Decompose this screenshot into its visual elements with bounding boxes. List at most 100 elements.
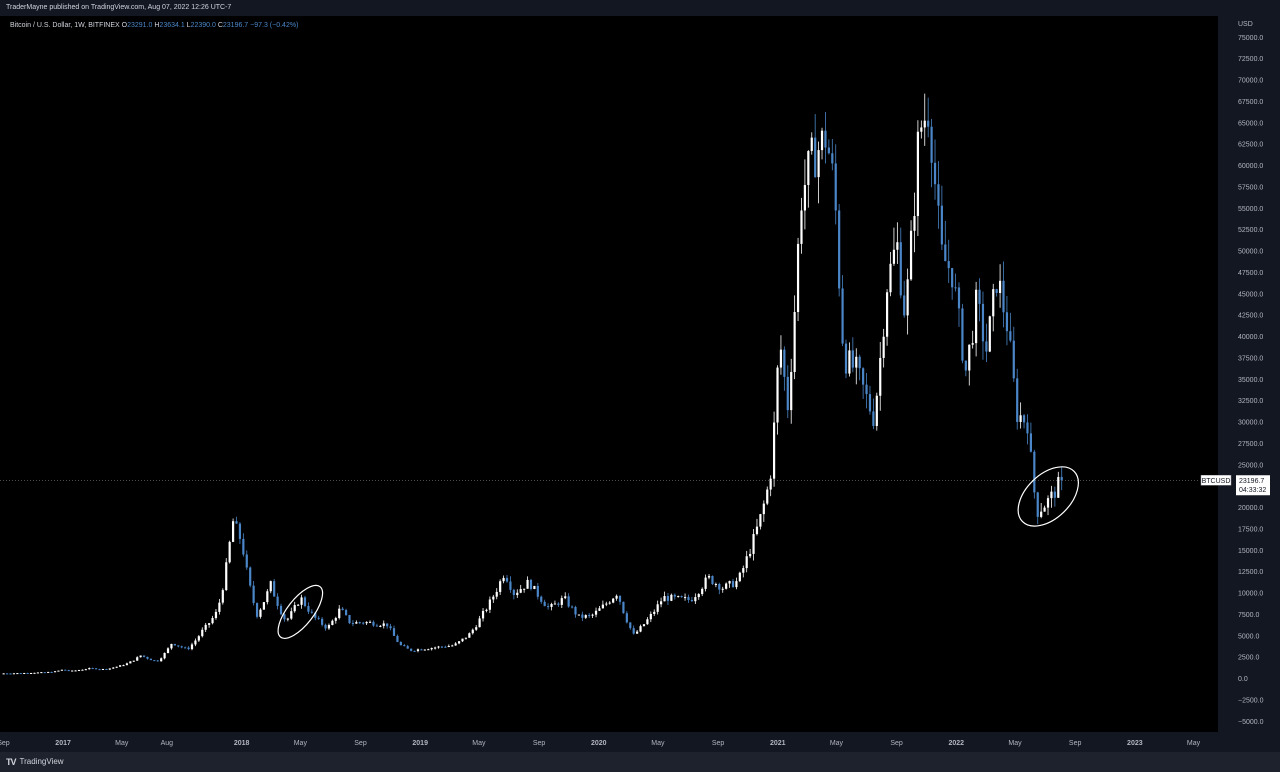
- candle[interactable]: [618, 595, 622, 605]
- candle[interactable]: [725, 582, 728, 590]
- candle[interactable]: [916, 120, 920, 237]
- candle[interactable]: [505, 575, 509, 583]
- candle[interactable]: [961, 303, 964, 364]
- candle[interactable]: [1022, 414, 1026, 429]
- candle[interactable]: [447, 644, 450, 648]
- candle[interactable]: [1005, 295, 1009, 346]
- candle[interactable]: [444, 645, 447, 648]
- candle[interactable]: [714, 582, 717, 588]
- candle[interactable]: [122, 664, 125, 667]
- candle[interactable]: [40, 671, 43, 674]
- candle[interactable]: [485, 608, 488, 613]
- candle[interactable]: [201, 627, 204, 638]
- candle[interactable]: [26, 672, 29, 675]
- candle[interactable]: [492, 594, 495, 603]
- candle[interactable]: [899, 227, 902, 299]
- candle[interactable]: [197, 635, 200, 643]
- candle[interactable]: [1036, 491, 1039, 525]
- candle[interactable]: [375, 623, 378, 627]
- candle[interactable]: [920, 120, 923, 139]
- candle[interactable]: [588, 613, 591, 618]
- candle[interactable]: [420, 648, 423, 651]
- candle[interactable]: [1050, 485, 1053, 508]
- candle[interactable]: [749, 548, 752, 559]
- candle[interactable]: [913, 192, 916, 253]
- candle[interactable]: [814, 114, 817, 178]
- candle[interactable]: [512, 588, 515, 600]
- candle[interactable]: [1053, 486, 1056, 507]
- candle[interactable]: [868, 385, 872, 415]
- candle[interactable]: [180, 645, 183, 649]
- candle[interactable]: [636, 629, 639, 634]
- candle[interactable]: [173, 643, 176, 646]
- candle[interactable]: [91, 667, 94, 670]
- candle[interactable]: [231, 518, 235, 543]
- candle[interactable]: [803, 159, 807, 230]
- candle[interactable]: [820, 127, 824, 160]
- candle[interactable]: [683, 593, 687, 601]
- candle[interactable]: [101, 668, 105, 670]
- candle[interactable]: [290, 607, 293, 620]
- candle[interactable]: [190, 642, 194, 651]
- candle[interactable]: [430, 647, 433, 651]
- candle[interactable]: [786, 365, 789, 419]
- candle[interactable]: [413, 650, 416, 652]
- candle[interactable]: [796, 237, 800, 321]
- candle[interactable]: [896, 222, 899, 264]
- candle[interactable]: [5, 673, 9, 675]
- candle[interactable]: [731, 578, 735, 588]
- candle[interactable]: [855, 348, 858, 385]
- candle[interactable]: [540, 595, 543, 604]
- candle[interactable]: [434, 646, 437, 650]
- candle[interactable]: [892, 227, 896, 266]
- candle[interactable]: [84, 668, 87, 671]
- candle[interactable]: [108, 668, 111, 671]
- candle[interactable]: [601, 600, 604, 609]
- candle[interactable]: [615, 594, 618, 601]
- candle[interactable]: [981, 291, 985, 360]
- candle[interactable]: [19, 672, 22, 675]
- candle[interactable]: [118, 665, 122, 667]
- candle[interactable]: [95, 668, 98, 670]
- candle[interactable]: [389, 623, 392, 631]
- candle[interactable]: [348, 614, 351, 625]
- candle[interactable]: [516, 589, 519, 598]
- candle[interactable]: [978, 278, 981, 322]
- candle[interactable]: [666, 593, 670, 606]
- candle[interactable]: [399, 641, 402, 646]
- candle[interactable]: [406, 644, 409, 649]
- candle[interactable]: [701, 587, 704, 597]
- candle[interactable]: [728, 580, 731, 588]
- candle[interactable]: [269, 580, 272, 594]
- candle[interactable]: [608, 601, 611, 605]
- candle[interactable]: [927, 97, 930, 138]
- candle[interactable]: [694, 593, 697, 605]
- candle[interactable]: [194, 638, 197, 647]
- candle[interactable]: [1029, 422, 1032, 453]
- candle[interactable]: [646, 617, 649, 625]
- candle[interactable]: [50, 671, 53, 673]
- candle[interactable]: [577, 614, 581, 616]
- candle[interactable]: [995, 288, 998, 297]
- candle[interactable]: [865, 372, 868, 409]
- candle[interactable]: [139, 655, 142, 658]
- candle[interactable]: [841, 275, 844, 347]
- candle[interactable]: [160, 657, 163, 662]
- candle[interactable]: [659, 597, 663, 608]
- candle[interactable]: [885, 289, 889, 346]
- candle[interactable]: [800, 197, 803, 254]
- candle[interactable]: [464, 637, 468, 640]
- candle[interactable]: [872, 398, 875, 430]
- candle[interactable]: [427, 648, 430, 651]
- candle[interactable]: [875, 392, 878, 431]
- candle[interactable]: [827, 139, 830, 155]
- candle[interactable]: [547, 603, 550, 610]
- candle[interactable]: [1033, 449, 1036, 499]
- candle[interactable]: [252, 581, 255, 606]
- candle[interactable]: [882, 328, 885, 368]
- candle[interactable]: [844, 339, 848, 379]
- candle[interactable]: [807, 150, 810, 208]
- candle[interactable]: [817, 141, 820, 204]
- candle[interactable]: [848, 342, 851, 377]
- candle[interactable]: [36, 672, 40, 674]
